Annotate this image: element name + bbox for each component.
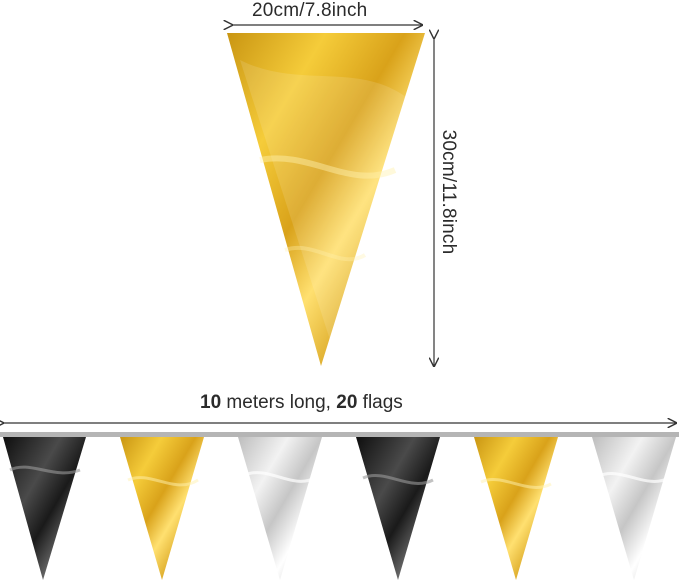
length-number: 10	[200, 392, 222, 413]
banner-flag	[238, 437, 322, 580]
banner-string	[0, 432, 679, 437]
flags-text: flags	[357, 392, 403, 413]
length-label: 10 meters long, 20 flags	[200, 392, 403, 414]
banner-flag	[474, 437, 558, 580]
width-label: 20cm/7.8inch	[252, 0, 368, 21]
length-text: meters long,	[221, 392, 337, 413]
banner-flag	[356, 437, 440, 580]
large-gold-flag	[227, 33, 425, 366]
banner-flag	[3, 437, 86, 580]
flags-number: 20	[336, 392, 358, 413]
banner-flag	[592, 437, 676, 580]
height-label: 30cm/11.8inch	[438, 129, 459, 255]
banner-flag	[120, 437, 204, 580]
